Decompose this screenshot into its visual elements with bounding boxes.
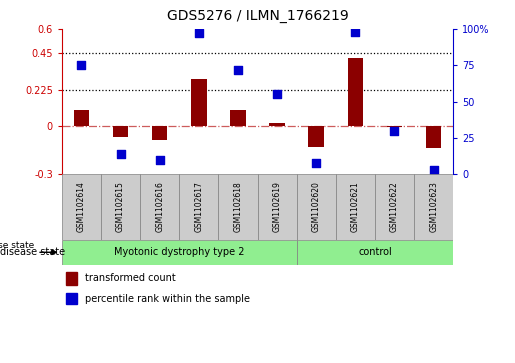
Point	[195, 30, 203, 36]
Bar	[269, 123, 285, 126]
Text: GSM1102617: GSM1102617	[194, 182, 203, 232]
Bar	[336, 174, 375, 240]
Bar	[66, 293, 77, 304]
Bar	[230, 110, 246, 126]
Bar	[348, 58, 363, 126]
Text: GDS5276 / ILMN_1766219: GDS5276 / ILMN_1766219	[167, 9, 348, 23]
Bar	[152, 126, 167, 140]
Bar	[74, 110, 89, 126]
Bar	[140, 174, 179, 240]
Bar	[191, 79, 207, 126]
Bar	[426, 126, 441, 148]
Point	[390, 128, 399, 134]
Text: GSM1102621: GSM1102621	[351, 182, 360, 232]
Text: disease state: disease state	[0, 247, 65, 257]
Bar	[375, 174, 414, 240]
Text: control: control	[358, 247, 392, 257]
Text: GSM1102622: GSM1102622	[390, 182, 399, 232]
Bar	[387, 126, 402, 127]
Text: Myotonic dystrophy type 2: Myotonic dystrophy type 2	[114, 247, 245, 257]
Point	[234, 67, 242, 73]
Point	[430, 167, 438, 173]
Text: GSM1102620: GSM1102620	[312, 182, 321, 232]
Bar	[62, 240, 297, 265]
Bar	[66, 272, 77, 285]
Bar	[297, 240, 453, 265]
Bar	[258, 174, 297, 240]
Text: transformed count: transformed count	[85, 273, 176, 283]
Bar	[101, 174, 140, 240]
Bar	[218, 174, 258, 240]
Text: GSM1102618: GSM1102618	[233, 182, 243, 232]
Text: GSM1102614: GSM1102614	[77, 182, 86, 232]
Text: percentile rank within the sample: percentile rank within the sample	[85, 294, 250, 304]
Point	[116, 151, 125, 157]
Text: disease state: disease state	[0, 241, 34, 250]
Text: GSM1102623: GSM1102623	[429, 182, 438, 232]
Point	[351, 29, 359, 35]
Text: GSM1102615: GSM1102615	[116, 182, 125, 232]
Bar	[113, 126, 128, 137]
Bar	[308, 126, 324, 147]
Point	[273, 91, 281, 97]
Text: GSM1102616: GSM1102616	[155, 182, 164, 232]
Bar	[297, 174, 336, 240]
Point	[312, 160, 320, 166]
Point	[77, 62, 85, 68]
Point	[156, 157, 164, 163]
Bar	[179, 174, 218, 240]
Bar	[414, 174, 453, 240]
Text: GSM1102619: GSM1102619	[272, 182, 282, 232]
Bar	[62, 174, 101, 240]
